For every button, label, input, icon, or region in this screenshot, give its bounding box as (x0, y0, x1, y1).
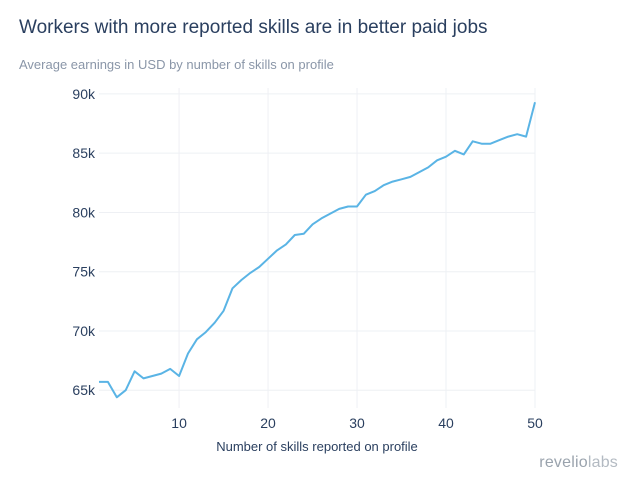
x-axis: 10 20 30 40 50 (171, 415, 543, 431)
y-tick-label: 65k (72, 382, 96, 398)
x-tick-label: 10 (171, 415, 187, 431)
series-group (98, 101, 536, 399)
chart-title: Workers with more reported skills are in… (19, 17, 488, 38)
x-tick-label: 30 (349, 415, 365, 431)
x-tick-label: 50 (527, 415, 543, 431)
chart-subtitle: Average earnings in USD by number of ski… (19, 57, 334, 72)
y-tick-label: 75k (72, 264, 96, 280)
x-tick-label: 20 (260, 415, 276, 431)
y-axis: 65k 70k 75k 80k 85k 90k (72, 86, 96, 398)
series-line (99, 101, 536, 399)
y-tick-label: 70k (72, 323, 96, 339)
brand-part-1: revelio (539, 454, 588, 471)
brand-part-2: labs (587, 454, 618, 471)
revelio-labs-logo: reveliolabs (539, 454, 618, 472)
x-axis-title: Number of skills reported on profile (216, 439, 418, 454)
y-tick-label: 85k (72, 145, 96, 161)
y-tick-label: 90k (72, 86, 96, 102)
y-tick-label: 80k (72, 204, 96, 220)
chart-grid (99, 88, 536, 408)
x-tick-label: 40 (438, 415, 454, 431)
